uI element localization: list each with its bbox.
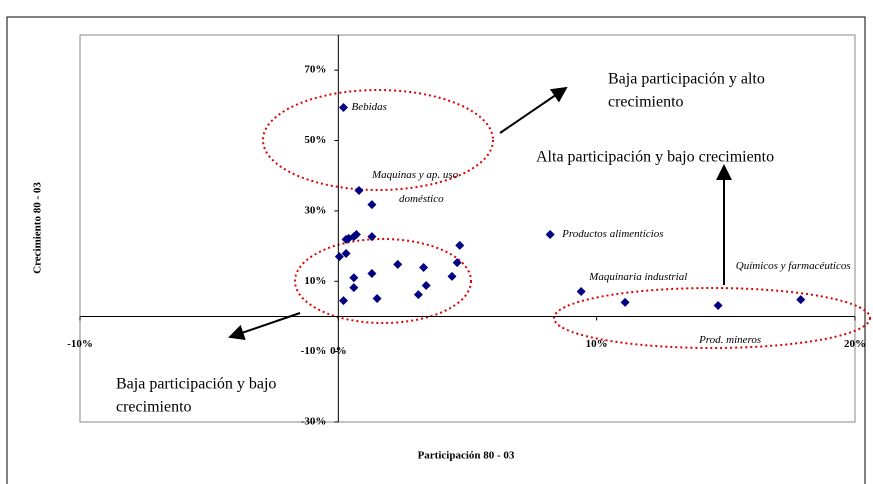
ellipse bbox=[553, 287, 871, 349]
point bbox=[576, 286, 586, 296]
chart-frame bbox=[6, 16, 866, 484]
point bbox=[620, 297, 630, 307]
arrows bbox=[228, 86, 732, 341]
y-tick-label: -10% bbox=[301, 345, 327, 357]
annotation: Baja participación y alto bbox=[608, 71, 765, 88]
annotation: crecimiento bbox=[116, 399, 192, 416]
point bbox=[339, 102, 348, 112]
plot-frame bbox=[79, 34, 856, 423]
ellipse bbox=[262, 89, 494, 191]
point bbox=[341, 248, 351, 258]
y-axis-label: Crecimiento 80 - 03 bbox=[32, 182, 44, 274]
point-label: Químicos y farmacéuticos bbox=[736, 260, 851, 272]
point bbox=[796, 295, 806, 305]
point bbox=[421, 280, 431, 290]
y-tick-label: -30% bbox=[301, 416, 327, 428]
point bbox=[713, 301, 723, 311]
point bbox=[334, 252, 344, 262]
point bbox=[354, 186, 364, 196]
point bbox=[349, 273, 359, 283]
x-tick-label: 20% bbox=[844, 338, 866, 350]
point bbox=[545, 229, 555, 239]
point bbox=[367, 232, 377, 242]
arrow bbox=[228, 312, 301, 341]
point-label: Maquinaria industrial bbox=[588, 271, 687, 283]
point bbox=[419, 263, 429, 273]
point-label: Prod. mineros bbox=[698, 334, 761, 346]
y-tick-label: 10% bbox=[304, 275, 326, 287]
x-tick-label: -10% bbox=[67, 338, 93, 350]
point bbox=[349, 283, 359, 293]
point bbox=[339, 296, 348, 306]
point bbox=[372, 294, 382, 304]
point-label: Productos alimenticios bbox=[561, 228, 663, 240]
y-tick-label: 50% bbox=[304, 134, 326, 146]
point bbox=[367, 269, 377, 279]
ellipses bbox=[262, 89, 871, 349]
point-label: doméstico bbox=[399, 193, 444, 205]
point bbox=[367, 200, 377, 210]
point bbox=[455, 240, 465, 250]
ellipse bbox=[294, 238, 472, 324]
point-label: Bebidas bbox=[352, 101, 387, 113]
point bbox=[351, 229, 361, 239]
y-tick-label: 30% bbox=[304, 204, 326, 216]
annotation: Baja participación y bajo bbox=[116, 376, 276, 393]
y-tick-label: 70% bbox=[304, 64, 326, 76]
point-label: Maquinas y ap. uso bbox=[371, 169, 459, 181]
x-tick-label: 0% bbox=[330, 345, 347, 357]
x-tick-label: 10% bbox=[586, 338, 608, 350]
point bbox=[393, 259, 403, 269]
annotation: Alta participación y bajo crecimiento bbox=[536, 149, 774, 166]
x-axis-label: Participación 80 - 03 bbox=[418, 450, 515, 462]
point bbox=[447, 271, 457, 281]
point bbox=[452, 258, 462, 268]
arrow bbox=[499, 86, 568, 134]
annotation: crecimiento bbox=[608, 94, 684, 111]
point bbox=[413, 290, 423, 300]
